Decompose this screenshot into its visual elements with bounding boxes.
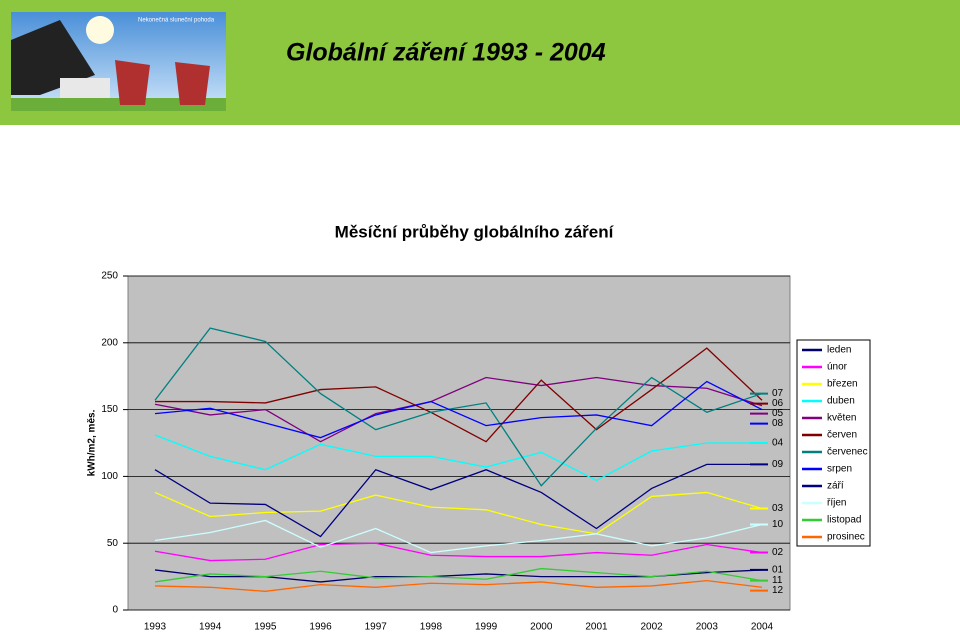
end-label: 11 xyxy=(772,575,783,586)
end-label: 10 xyxy=(772,519,784,530)
x-tick-label: 2002 xyxy=(641,622,664,633)
series-line xyxy=(154,567,763,583)
y-tick-label: 100 xyxy=(101,471,118,482)
page-title: Globální záření 1993 - 2004 xyxy=(286,39,606,67)
x-tick-label: 1994 xyxy=(199,622,222,633)
legend-label: červenec xyxy=(827,447,868,458)
end-label: 05 xyxy=(772,408,784,419)
end-label: 04 xyxy=(772,438,784,449)
plot-area xyxy=(127,275,791,611)
x-tick-label: 2004 xyxy=(751,622,774,633)
legend-label: září xyxy=(827,481,844,492)
legend-label: prosinec xyxy=(827,532,865,543)
x-tick-label: 2000 xyxy=(530,622,553,633)
y-tick-label: 250 xyxy=(101,271,118,282)
end-label: 09 xyxy=(772,459,784,470)
y-tick-label: 150 xyxy=(101,404,118,415)
legend-label: červen xyxy=(827,430,857,441)
series-line xyxy=(154,542,763,562)
x-tick-label: 1996 xyxy=(309,622,332,633)
end-label: 12 xyxy=(772,585,784,596)
series-line xyxy=(154,579,763,592)
series-line xyxy=(154,491,763,535)
legend-label: květen xyxy=(827,413,856,424)
y-tick-label: 0 xyxy=(112,605,118,616)
series-line xyxy=(154,463,762,538)
series-line xyxy=(154,434,762,482)
end-label: 02 xyxy=(772,547,784,558)
y-tick-label: 50 xyxy=(107,538,119,549)
x-tick-label: 2001 xyxy=(585,622,608,633)
legend-label: leden xyxy=(827,345,851,356)
series-line xyxy=(154,376,763,443)
x-tick-label: 1998 xyxy=(420,622,443,633)
legend-label: březen xyxy=(827,379,858,390)
legend xyxy=(796,339,871,547)
x-tick-label: 2003 xyxy=(696,622,719,633)
legend-label: říjen xyxy=(827,498,846,509)
header-image: Nekonečná sluneční pohoda xyxy=(11,12,226,111)
end-label: 08 xyxy=(772,418,784,429)
legend-label: duben xyxy=(827,396,855,407)
series-line xyxy=(154,327,763,487)
image-caption: Nekonečná sluneční pohoda xyxy=(138,18,215,24)
legend-label: únor xyxy=(827,362,848,373)
legend-label: listopad xyxy=(827,515,861,526)
x-tick-label: 1997 xyxy=(365,622,388,633)
end-label: 07 xyxy=(772,388,784,399)
x-tick-label: 1993 xyxy=(144,622,167,633)
series-line xyxy=(154,519,763,554)
y-axis-label: kWh/m2, měs. xyxy=(87,409,98,476)
series-line xyxy=(154,380,763,439)
y-tick-label: 200 xyxy=(101,337,118,348)
end-label: 03 xyxy=(772,503,784,514)
chart-title: Měsíční průběhy globálního záření xyxy=(335,222,615,241)
end-label: 06 xyxy=(772,398,784,409)
x-tick-label: 1999 xyxy=(475,622,498,633)
end-label: 01 xyxy=(772,565,784,576)
legend-label: srpen xyxy=(827,464,852,475)
x-tick-label: 1995 xyxy=(254,622,277,633)
